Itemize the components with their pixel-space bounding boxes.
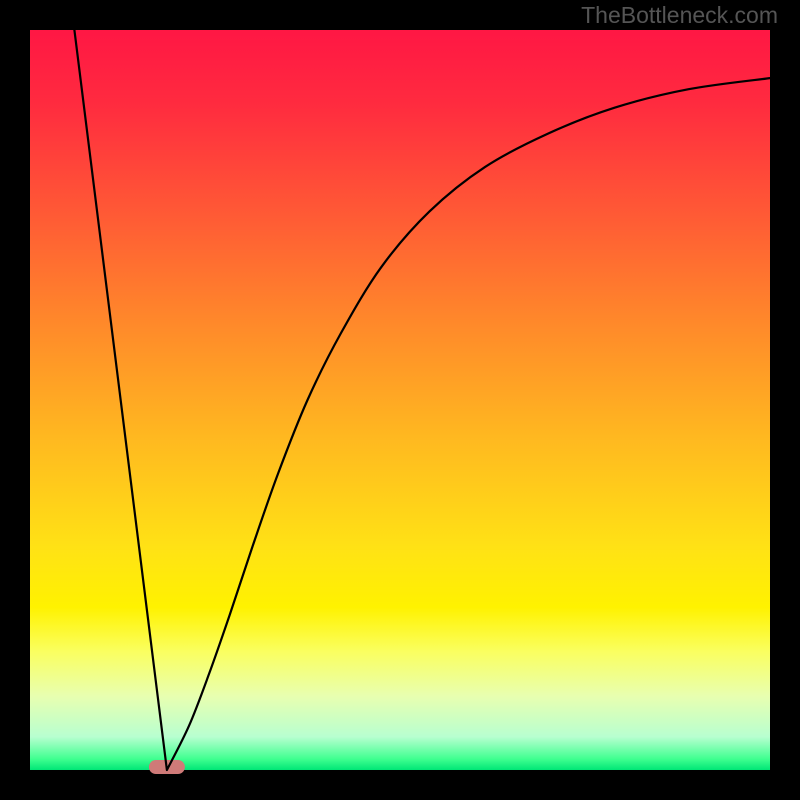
watermark-text: TheBottleneck.com (581, 2, 778, 29)
plot-background (30, 30, 770, 770)
bottleneck-curve-chart (0, 0, 800, 800)
chart-container: { "watermark": { "text": "TheBottleneck.… (0, 0, 800, 800)
